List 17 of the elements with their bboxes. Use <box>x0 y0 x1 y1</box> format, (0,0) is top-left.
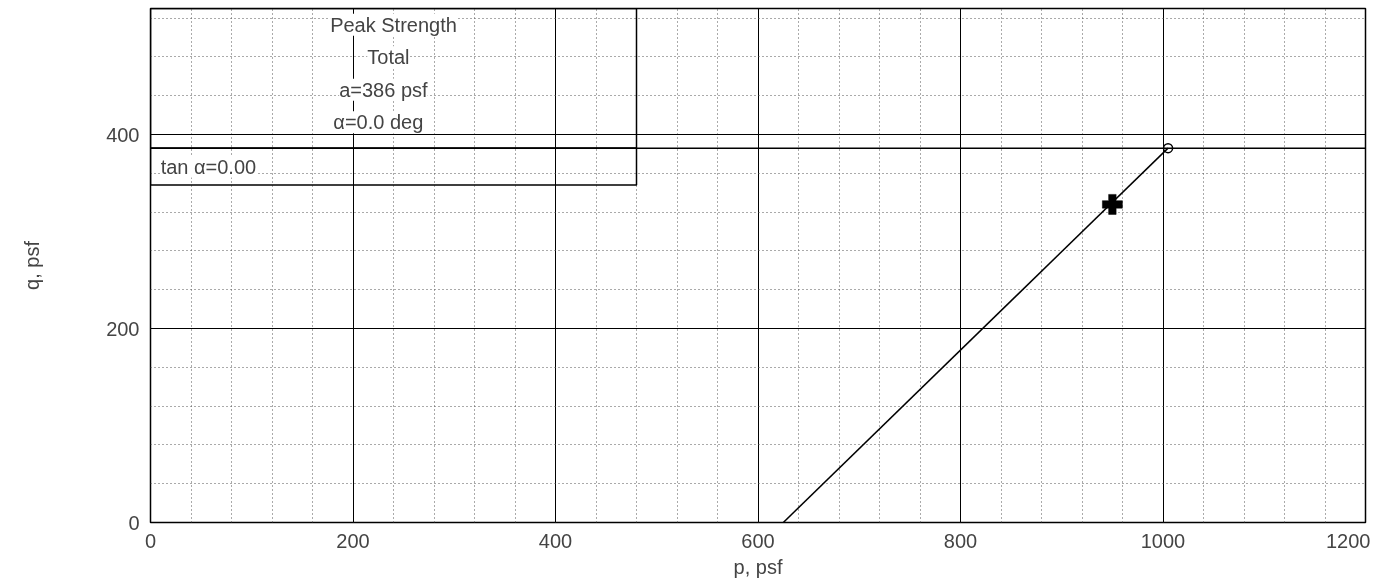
x-tick-label: 200 <box>336 529 370 552</box>
x-tick-label: 1200 <box>1326 529 1371 552</box>
x-tick-label: 1000 <box>1140 529 1186 552</box>
y-tick-label: 400 <box>106 123 140 146</box>
y-tick-label: 0 <box>128 511 140 534</box>
annotation: α=0.0 deg <box>333 111 424 134</box>
annotation: Peak Strength <box>330 13 457 36</box>
x-tick-label: 0 <box>144 529 157 552</box>
annotation: Total <box>367 46 410 69</box>
y-tick-label: 200 <box>106 317 140 340</box>
x-tick-label: 600 <box>741 529 775 552</box>
x-tick-label: 400 <box>538 529 573 552</box>
x-axis-title: p, psf <box>733 555 783 578</box>
annotation: tan α=0.00 <box>160 155 257 178</box>
annotation: a=386 psf <box>339 78 429 101</box>
y-axis-title: q, psf <box>21 240 44 290</box>
x-tick-label: 800 <box>943 529 978 552</box>
